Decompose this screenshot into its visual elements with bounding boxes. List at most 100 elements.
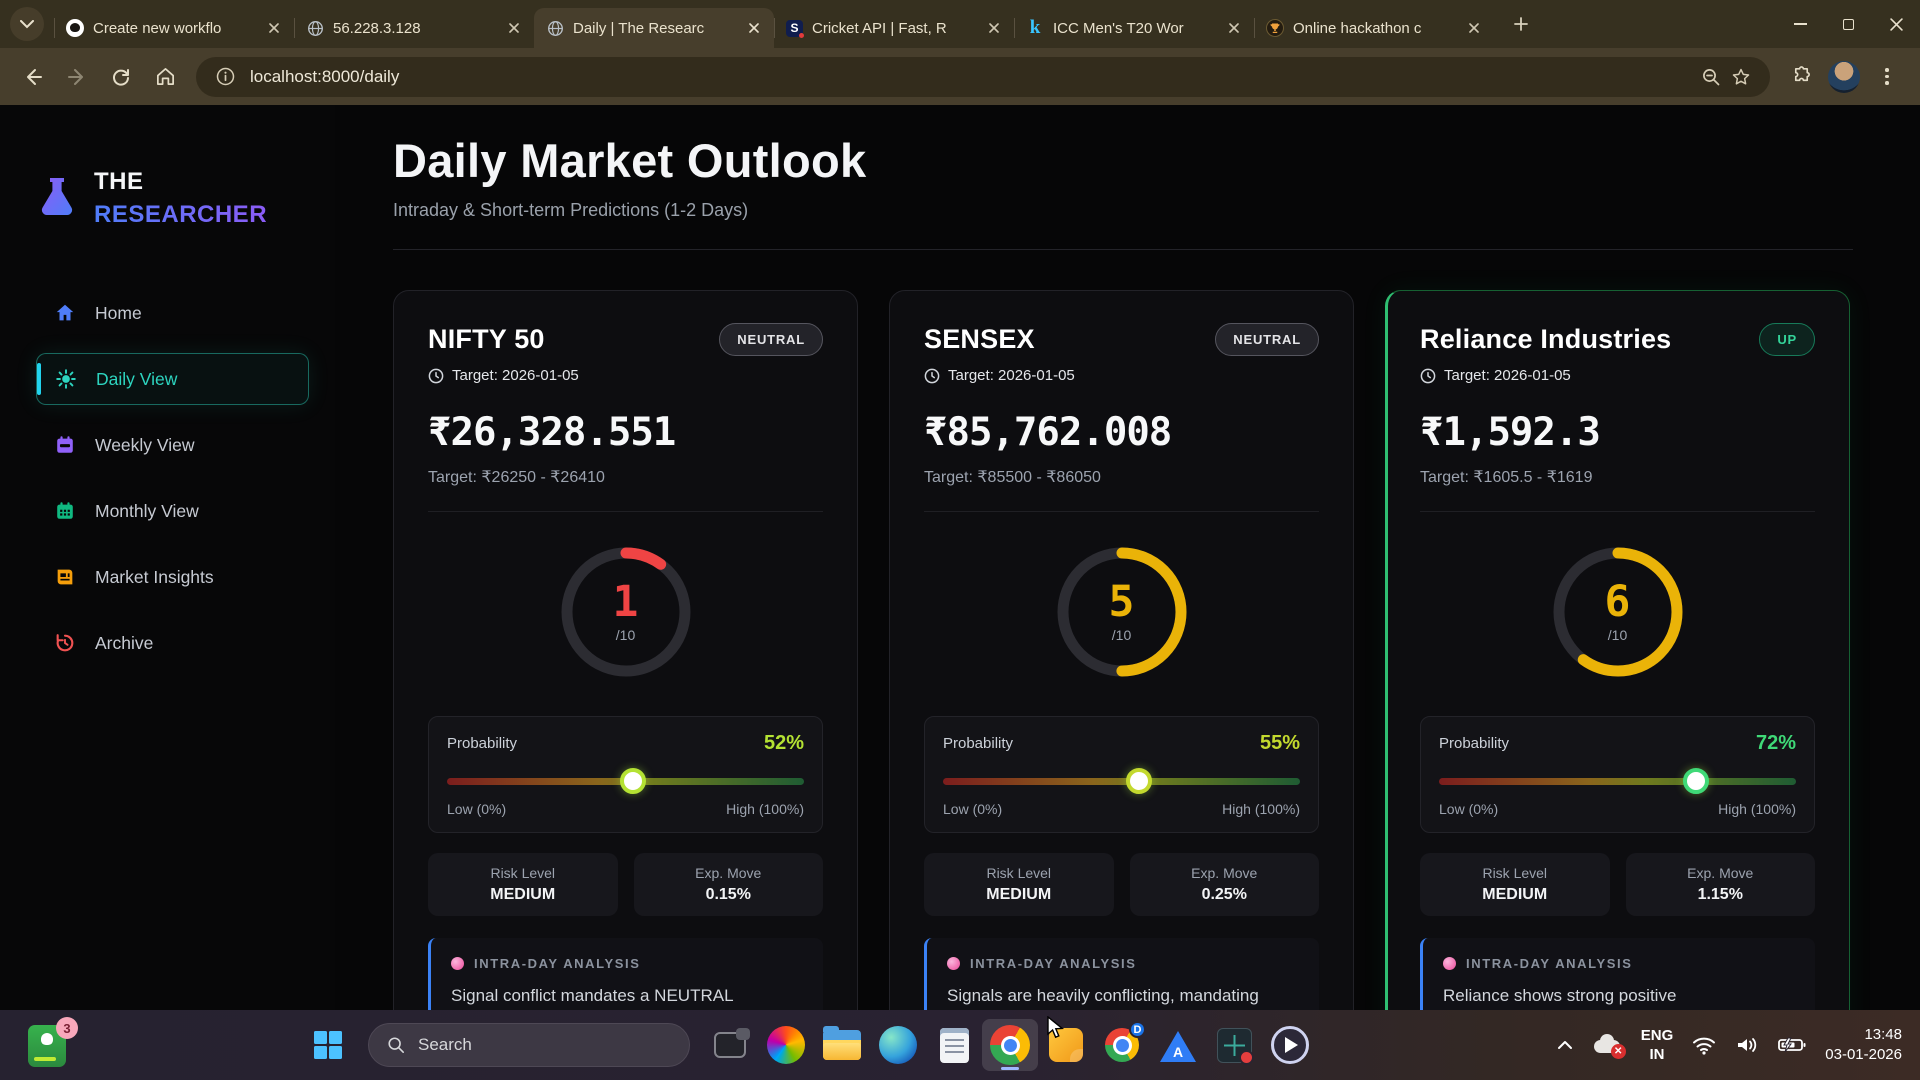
intraday-analysis: INTRA-DAY ANALYSIS Signal conflict manda… [428,938,823,1010]
history-icon [56,634,74,652]
score-max: /10 [1111,627,1132,643]
wifi-icon[interactable] [1692,1036,1716,1055]
calendar-grid-icon [57,502,73,519]
close-icon[interactable] [1464,18,1484,38]
chrome-icon[interactable] [982,1019,1038,1071]
tab-cricket-api[interactable]: S Cricket API | Fast, R [774,8,1014,48]
sidebar-item-label: Daily View [96,368,178,389]
taskbar-clock[interactable]: 13:48 03-01-2026 [1825,1026,1902,1063]
media-player-icon[interactable] [1262,1019,1318,1071]
sidebar-item-home[interactable]: Home [36,287,309,339]
globe-icon [306,19,324,37]
reload-button[interactable] [100,56,142,98]
tab-title: ICC Men's T20 Wor [1053,19,1184,37]
sidebar-item-market-insights[interactable]: Market Insights [36,551,309,603]
address-bar[interactable]: localhost:8000/daily [196,56,1770,97]
grid-tool-icon[interactable] [1206,1019,1262,1071]
score-value: 5 [1108,577,1135,627]
predicted-price: ₹1,592.3 [1420,410,1601,455]
site-info-icon[interactable] [210,62,240,92]
edge-icon[interactable] [870,1019,926,1071]
instrument-name: Reliance Industries [1420,324,1672,354]
target-range: Target: ₹1605.5 - ₹1619 [1420,469,1593,486]
sidebar: THE RESEARCHER Home Daily View Weekly Vi… [0,105,335,1010]
home-icon [56,304,74,321]
sidebar-nav: Home Daily View Weekly View Monthly View… [36,287,309,669]
analysis-text: Signal conflict mandates a NEUTRAL [451,986,734,1005]
restore-button[interactable] [1824,0,1872,48]
risk-level-box: Risk Level MEDIUM [1420,853,1610,916]
sidebar-item-weekly-view[interactable]: Weekly View [36,419,309,471]
page-viewport: THE RESEARCHER Home Daily View Weekly Vi… [0,105,1920,1010]
sticky-note-app-icon[interactable] [1038,1019,1094,1071]
divider [1420,511,1815,512]
file-explorer-icon[interactable] [814,1019,870,1071]
copilot-icon[interactable] [758,1019,814,1071]
tray-expand-icon[interactable] [1557,1040,1573,1050]
prediction-cards: NIFTY 50 NEUTRAL Target: 2026-01-05 ₹26,… [393,290,1920,1010]
forward-button[interactable] [56,56,98,98]
sidebar-item-daily-view[interactable]: Daily View [36,353,309,405]
volume-icon[interactable] [1735,1035,1759,1055]
minimize-button[interactable] [1776,0,1824,48]
probability-slider[interactable] [447,768,804,794]
close-icon[interactable] [984,18,1004,38]
card-sensex: SENSEX NEUTRAL Target: 2026-01-05 ₹85,76… [889,290,1354,1010]
clock-icon [1420,368,1436,383]
sidebar-item-label: Monthly View [95,500,199,521]
slider-knob[interactable] [1126,768,1153,794]
probability-slider[interactable] [1439,768,1796,794]
battery-icon[interactable] [1778,1037,1806,1053]
tab-icc-t20[interactable]: k ICC Men's T20 Wor [1014,8,1254,48]
reader-app-icon[interactable]: A [1150,1019,1206,1071]
brain-icon [947,957,960,970]
tab-ip-address[interactable]: 56.228.3.128 [294,8,534,48]
bookmark-star-icon[interactable] [1726,62,1756,92]
home-button[interactable] [144,56,186,98]
close-window-button[interactable] [1872,0,1920,48]
notepad-icon[interactable] [926,1019,982,1071]
probability-slider[interactable] [943,768,1300,794]
tab-search-button[interactable] [10,7,44,41]
main-content: Daily Market Outlook Intraday & Short-te… [335,105,1920,1010]
tab-title: Online hackathon c [1293,19,1422,37]
close-icon[interactable] [1224,18,1244,38]
tab-create-new-workflow[interactable]: Create new workflo [54,8,294,48]
probability-value: 72% [1755,732,1796,754]
score-max: /10 [1607,627,1628,643]
slider-knob[interactable] [619,768,646,794]
tab-title: Create new workflo [93,19,222,37]
zoom-out-icon[interactable] [1696,62,1726,92]
taskbar-search[interactable]: Search [368,1023,690,1067]
browser-menu-icon[interactable] [1866,56,1908,98]
close-icon[interactable] [264,18,284,38]
sidebar-item-label: Archive [95,632,154,653]
clock-icon [428,368,444,383]
probability-panel: Probability 55% Low (0%) High (100%) [924,716,1319,833]
chrome-profile-icon[interactable]: D [1094,1019,1150,1071]
new-tab-button[interactable] [1506,9,1536,39]
tab-online-hackathon[interactable]: Online hackathon c [1254,8,1494,48]
task-view-icon[interactable] [702,1019,758,1071]
kaggle-icon: k [1029,17,1041,38]
sidebar-item-monthly-view[interactable]: Monthly View [36,485,309,537]
slider-knob[interactable] [1683,768,1710,794]
url-text[interactable]: localhost:8000/daily [250,66,400,86]
close-icon[interactable] [504,18,524,38]
sidebar-item-archive[interactable]: Archive [36,617,309,669]
extensions-icon[interactable] [1780,56,1822,98]
tab-daily-researcher[interactable]: Daily | The Researc [534,8,774,48]
profile-avatar[interactable] [1828,60,1860,93]
notebook-app-icon[interactable]: 3 [28,1017,78,1069]
probability-label: Probability [1439,735,1510,752]
expected-move-box: Exp. Move 1.15% [1625,853,1815,916]
slider-track[interactable] [1439,777,1796,785]
brain-icon [451,957,464,970]
start-button[interactable] [300,1019,356,1071]
close-icon[interactable] [744,18,764,38]
language-indicator[interactable]: ENG IN [1640,1027,1674,1063]
back-button[interactable] [12,56,54,98]
onedrive-error-icon[interactable]: ✕ [1592,1034,1626,1059]
slider-high-label: High (100%) [726,801,804,817]
slider-track[interactable] [943,777,1300,785]
